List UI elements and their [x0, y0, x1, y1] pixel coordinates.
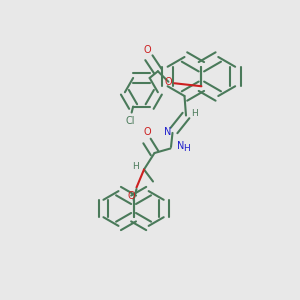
Text: N: N	[164, 127, 171, 137]
Text: O: O	[128, 190, 135, 200]
Text: Cl: Cl	[125, 116, 135, 126]
Text: N: N	[177, 140, 184, 151]
Text: H: H	[184, 144, 190, 153]
Text: H: H	[191, 110, 198, 118]
Text: O: O	[164, 77, 172, 87]
Text: O: O	[144, 45, 151, 55]
Text: O: O	[143, 127, 151, 136]
Text: H: H	[132, 162, 139, 171]
